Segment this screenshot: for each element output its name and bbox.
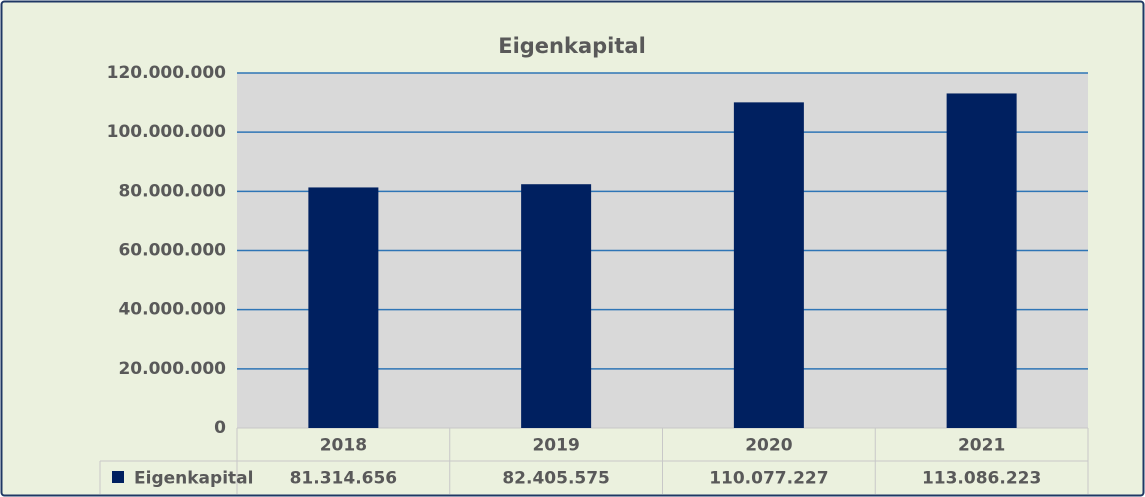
data-table-value: 82.405.575 (502, 469, 610, 489)
y-tick-label: 100.000.000 (107, 122, 227, 142)
x-tick-label: 2019 (532, 436, 579, 456)
x-tick-label: 2020 (745, 436, 792, 456)
x-tick-label: 2021 (958, 436, 1005, 456)
bar (308, 187, 379, 428)
bar (946, 93, 1017, 429)
legend-label: Eigenkapital (134, 469, 253, 489)
data-table-value: 81.314.656 (290, 469, 398, 489)
x-tick-label: 2018 (320, 436, 367, 456)
y-tick-label: 80.000.000 (118, 181, 226, 201)
chart-title: Eigenkapital (498, 34, 646, 58)
y-tick-label: 60.000.000 (118, 241, 226, 261)
y-tick-label: 40.000.000 (118, 300, 226, 320)
data-table-value: 113.086.223 (922, 469, 1041, 489)
y-tick-label: 120.000.000 (107, 63, 227, 83)
bar (733, 102, 804, 429)
data-table-value: 110.077.227 (709, 469, 828, 489)
y-tick-label: 0 (214, 418, 226, 438)
legend-key (112, 471, 124, 483)
bar (521, 184, 592, 428)
y-tick-label: 20.000.000 (118, 359, 226, 379)
